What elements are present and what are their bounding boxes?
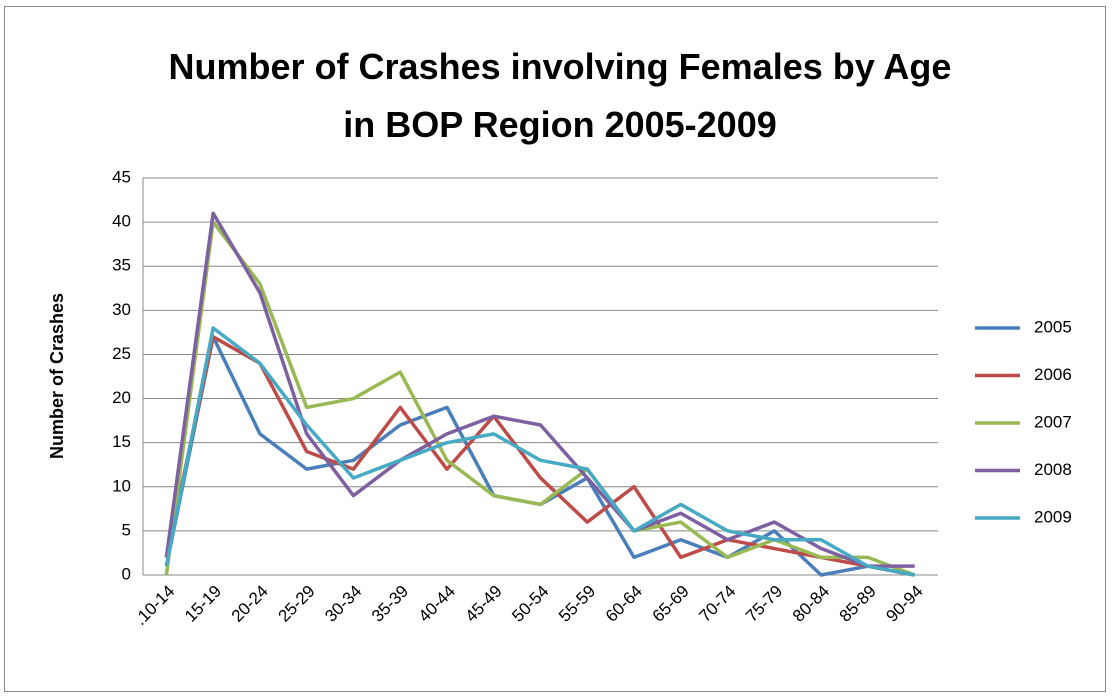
chart-frame — [4, 6, 1106, 692]
x-tick-label: 90-94 — [882, 582, 926, 626]
y-tick-label: 5 — [122, 520, 131, 539]
x-tick-label: 65-69 — [649, 582, 693, 626]
legend-label: 2005 — [1034, 317, 1072, 336]
x-tick-label: 40-44 — [415, 582, 459, 626]
x-tick-label: 25-29 — [274, 582, 318, 626]
y-tick-label: 0 — [122, 564, 131, 583]
legend-label: 2007 — [1034, 412, 1072, 431]
x-tick-label: 20-24 — [228, 582, 272, 626]
y-tick-label: 15 — [112, 432, 131, 451]
y-axis-label: Number of Crashes — [47, 293, 67, 459]
series-line — [164, 220, 916, 577]
x-tick-label: 70-74 — [695, 582, 739, 626]
series-line — [164, 211, 915, 568]
series-line — [164, 335, 915, 577]
x-tick-label: .10-14 — [131, 582, 179, 630]
x-tick-label: 35-39 — [368, 582, 412, 626]
y-tick-label: 25 — [112, 344, 131, 363]
x-tick-label: 85-89 — [836, 582, 880, 626]
legend-label: 2008 — [1034, 460, 1072, 479]
x-tick-label: 15-19 — [181, 582, 225, 626]
x-tick-label: 55-59 — [555, 582, 599, 626]
x-tick-label: 30-34 — [321, 582, 365, 626]
x-tick-label: 50-54 — [508, 582, 552, 626]
x-tick-label: 80-84 — [789, 582, 833, 626]
y-tick-label: 35 — [112, 256, 131, 275]
y-tick-label: 20 — [112, 388, 131, 407]
y-tick-label: 40 — [112, 212, 131, 231]
x-tick-label: 75-79 — [742, 582, 786, 626]
x-tick-label: 45-49 — [462, 582, 506, 626]
y-tick-label: 10 — [112, 476, 131, 495]
series-line — [164, 326, 915, 577]
y-tick-label: 45 — [112, 167, 131, 186]
y-tick-label: 30 — [112, 300, 131, 319]
chart-title: Number of Crashes involving Females by A… — [168, 46, 952, 145]
x-tick-label: 60-64 — [602, 582, 646, 626]
legend-label: 2006 — [1034, 365, 1072, 384]
legend-label: 2009 — [1034, 507, 1072, 526]
